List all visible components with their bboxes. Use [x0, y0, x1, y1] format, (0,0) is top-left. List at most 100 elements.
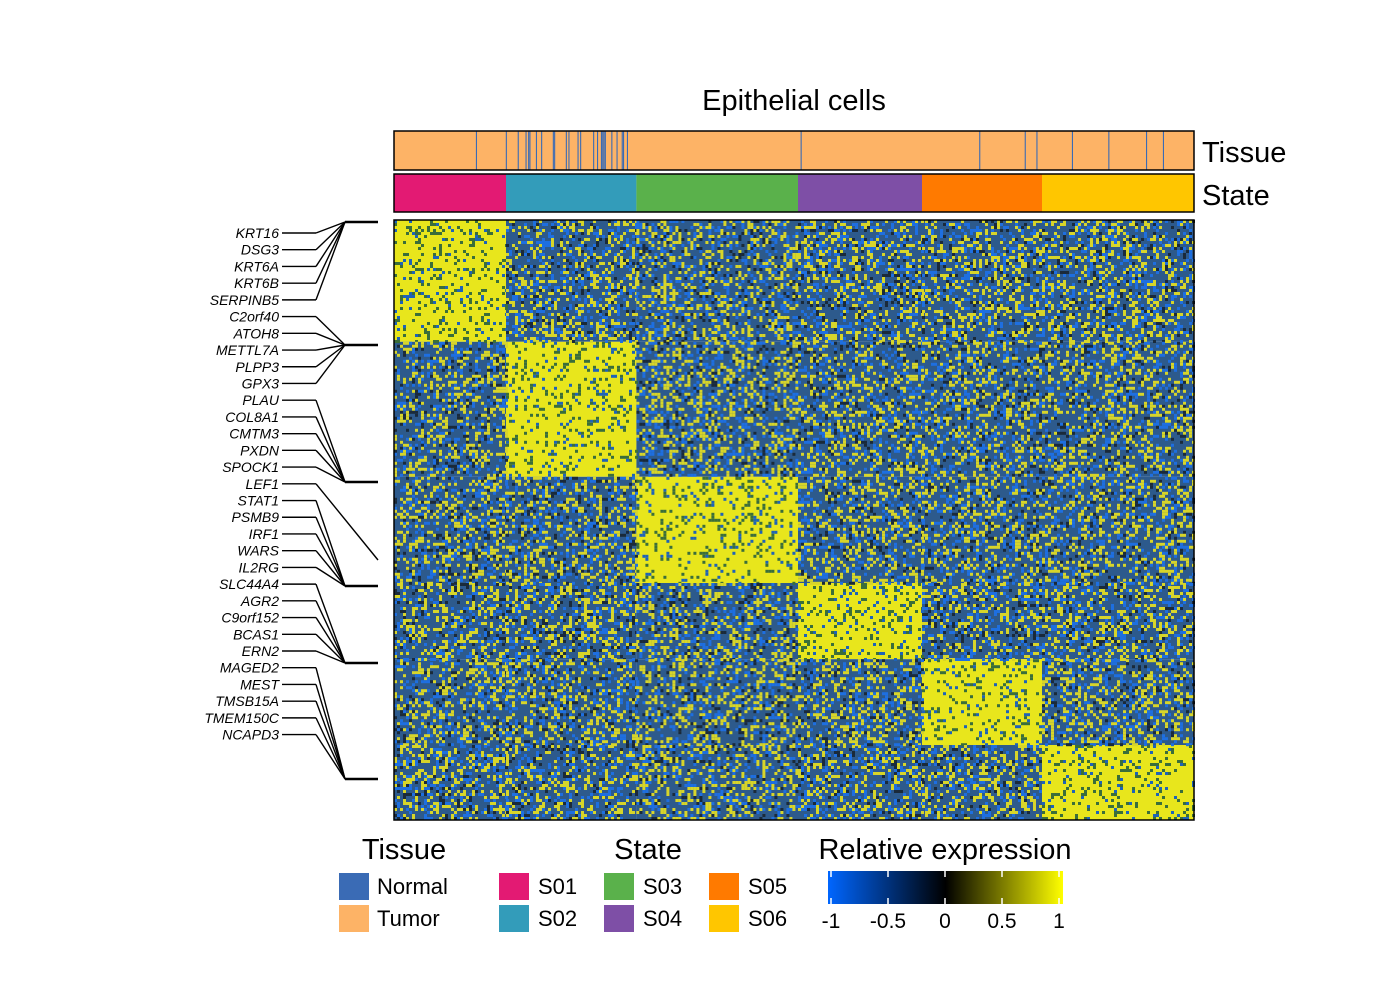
tissue-track-normal-cell: [554, 131, 555, 170]
tissue-track-normal-cell: [617, 131, 618, 170]
gene-label: PSMB9: [232, 509, 280, 525]
tissue-track-normal-cell: [601, 131, 602, 170]
state-legend-title: State: [614, 834, 682, 866]
tissue-track-normal-cell: [605, 131, 606, 170]
tissue-track-tumor: [394, 131, 1194, 170]
tissue-track-normal-cell: [979, 131, 980, 170]
gene-label: GPX3: [242, 375, 280, 391]
tissue-track-normal-cell: [597, 131, 598, 170]
gene-label: PLPP3: [235, 359, 279, 375]
tissue-track-normal-cell: [536, 131, 537, 170]
gene-labels: KRT16DSG3KRT6AKRT6BSERPINB5C2orf40ATOH8M…: [204, 222, 378, 779]
colorbar-tick-label: 0: [939, 910, 951, 933]
colorbar-tick-label: -1: [822, 910, 841, 933]
tissue-track-normal-cell: [1025, 131, 1026, 170]
gene-label: ERN2: [242, 643, 280, 659]
tissue-annotation-track: [394, 131, 1194, 170]
state-track-segment: [506, 174, 636, 212]
gene-label: COL8A1: [225, 409, 279, 425]
gene-label: NCAPD3: [222, 727, 279, 743]
gene-label: ATOH8: [233, 325, 280, 341]
tissue-track-normal-cell: [568, 131, 569, 170]
state-track-label: State: [1202, 180, 1270, 212]
gene-label: MEST: [240, 676, 280, 692]
gene-label: KRT6A: [234, 258, 279, 274]
tissue-track-normal-cell: [1108, 131, 1109, 170]
gene-label: AGR2: [240, 593, 279, 609]
legends: Tissue Normal Tumor State S01 S02 S03 S0…: [339, 834, 1072, 933]
gene-label: CMTM3: [229, 426, 279, 442]
legend-label-s04: S04: [643, 906, 682, 931]
chart-title: Epithelial cells: [702, 85, 886, 117]
legend-swatch-s02: [499, 905, 529, 932]
heatmap-block: [798, 583, 922, 659]
gene-label: SLC44A4: [219, 576, 279, 592]
legend-swatch-s05: [709, 873, 739, 900]
tissue-legend-title: Tissue: [362, 834, 446, 866]
legend-swatch-s03: [604, 873, 634, 900]
tissue-track-normal-cell: [553, 131, 554, 170]
gene-label: KRT16: [236, 225, 280, 241]
legend-swatch-tumor: [339, 905, 369, 932]
state-annotation-track: [394, 174, 1194, 212]
tissue-track-normal-cell: [529, 131, 530, 170]
tissue-track-normal-cell: [541, 131, 542, 170]
tissue-track-normal-cell: [801, 131, 802, 170]
gene-label: TMSB15A: [215, 693, 279, 709]
tissue-track-normal-cell: [611, 131, 612, 170]
tissue-track-normal-cell: [476, 131, 477, 170]
tissue-track-normal-cell: [566, 131, 567, 170]
tissue-track-normal-cell: [506, 131, 507, 170]
tissue-track-normal-cell: [1036, 131, 1037, 170]
state-track-segment: [922, 174, 1042, 212]
state-track-segment: [1042, 174, 1194, 212]
legend-label-s02: S02: [538, 906, 577, 931]
tissue-track-normal-cell: [528, 131, 529, 170]
tissue-track-normal-cell: [623, 131, 624, 170]
gene-label: BCAS1: [233, 626, 279, 642]
gene-label: KRT6B: [234, 275, 279, 291]
expression-legend-title: Relative expression: [818, 834, 1071, 866]
tissue-track-normal-cell: [580, 131, 581, 170]
state-track-segment: [798, 174, 922, 212]
legend-label-normal: Normal: [377, 874, 448, 899]
legend-swatch-s06: [709, 905, 739, 932]
gene-label: DSG3: [241, 242, 279, 258]
tissue-track-normal-cell: [1072, 131, 1073, 170]
state-track-segment: [636, 174, 798, 212]
gene-label: LEF1: [246, 476, 279, 492]
gene-label: MAGED2: [220, 660, 279, 676]
gene-label: SPOCK1: [222, 459, 279, 475]
gene-label: TMEM150C: [204, 710, 280, 726]
gene-label: C2orf40: [229, 309, 279, 325]
tissue-track-label: Tissue: [1202, 137, 1286, 169]
legend-label-tumor: Tumor: [377, 906, 440, 931]
gene-label: WARS: [237, 543, 279, 559]
colorbar-tick-label: -0.5: [870, 910, 906, 933]
colorbar-tick-label: 0.5: [987, 910, 1016, 933]
legend-swatch-normal: [339, 873, 369, 900]
legend-label-s01: S01: [538, 874, 577, 899]
gene-label: IRF1: [249, 526, 279, 542]
tissue-track-normal-cell: [526, 131, 527, 170]
gene-label: SERPINB5: [210, 292, 279, 308]
tissue-track-normal-cell: [604, 131, 605, 170]
legend-swatch-s04: [604, 905, 634, 932]
gene-label: C9orf152: [221, 610, 279, 626]
tissue-track-normal-cell: [627, 131, 628, 170]
tissue-track-normal-cell: [602, 131, 603, 170]
legend-swatch-s01: [499, 873, 529, 900]
tissue-track-normal-cell: [593, 131, 594, 170]
legend-label-s06: S06: [748, 906, 787, 931]
tissue-track-normal-cell: [622, 131, 623, 170]
tissue-track-normal-cell: [578, 131, 579, 170]
gene-label: IL2RG: [239, 559, 280, 575]
gene-label: PLAU: [242, 392, 279, 408]
tissue-track-normal-cell: [1146, 131, 1147, 170]
tissue-track-normal-cell: [1163, 131, 1164, 170]
state-track-segment: [394, 174, 506, 212]
legend-label-s05: S05: [748, 874, 787, 899]
gene-label: METTL7A: [216, 342, 279, 358]
tissue-track-normal-cell: [518, 131, 519, 170]
